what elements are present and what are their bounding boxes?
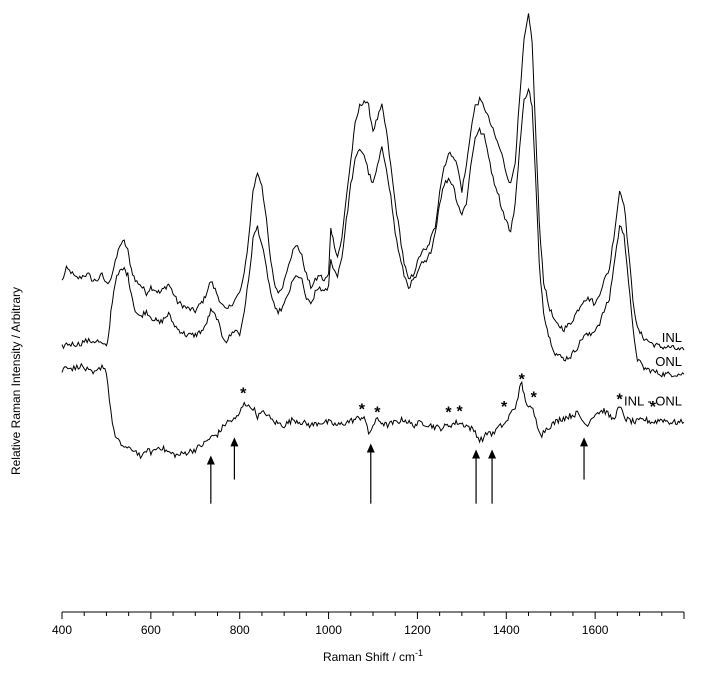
peak-arrow-marker bbox=[488, 449, 497, 504]
x-tick-label: 600 bbox=[141, 623, 161, 637]
series-labels: INL ONL INL - ONL bbox=[624, 330, 682, 408]
y-axis-label: Relative Raman Intensity / Arbitrary bbox=[9, 287, 23, 475]
peak-arrow-marker bbox=[230, 437, 239, 480]
peak-star-marker: * bbox=[359, 402, 366, 419]
x-axis-label: Raman Shift / cm-1 bbox=[323, 648, 423, 664]
x-axis-label-superscript: -1 bbox=[415, 648, 423, 658]
x-tick-label: 800 bbox=[230, 623, 250, 637]
peak-star-marker: * bbox=[374, 405, 381, 422]
peak-star-marker: * bbox=[531, 390, 538, 407]
x-tick-label: 1200 bbox=[404, 623, 431, 637]
peak-star-marker: * bbox=[519, 371, 526, 388]
peak-star-marker: * bbox=[501, 399, 508, 416]
peak-star-marker: * bbox=[456, 403, 463, 420]
x-tick-label: 1600 bbox=[582, 623, 609, 637]
series-label-3: INL - ONL bbox=[624, 393, 682, 408]
series-label-2: ONL bbox=[655, 354, 682, 369]
series-line-3 bbox=[61, 362, 685, 460]
peak-arrow-marker bbox=[206, 455, 215, 504]
series-layer bbox=[61, 13, 685, 460]
peak-star-marker: * bbox=[650, 399, 657, 416]
series-label-1: INL bbox=[662, 330, 682, 345]
x-tick-label: 400 bbox=[52, 623, 72, 637]
peak-star-marker: * bbox=[240, 385, 247, 402]
peak-star-marker: * bbox=[445, 405, 452, 422]
series-line-2 bbox=[61, 87, 685, 378]
x-axis-ticks: 400 600 800 1000 1200 1400 1600 bbox=[52, 612, 685, 637]
series-line-1 bbox=[61, 13, 685, 351]
annotation-layer: ** * * * *** * * bbox=[206, 371, 657, 504]
peak-star-marker: * bbox=[616, 391, 623, 408]
peak-arrow-marker bbox=[472, 449, 481, 504]
peak-arrow-marker bbox=[580, 437, 589, 480]
x-axis-label-main: Raman Shift / cm bbox=[323, 650, 415, 664]
x-tick-label: 1000 bbox=[315, 623, 342, 637]
x-tick-label: 1400 bbox=[493, 623, 520, 637]
peak-arrow-marker bbox=[366, 443, 375, 504]
